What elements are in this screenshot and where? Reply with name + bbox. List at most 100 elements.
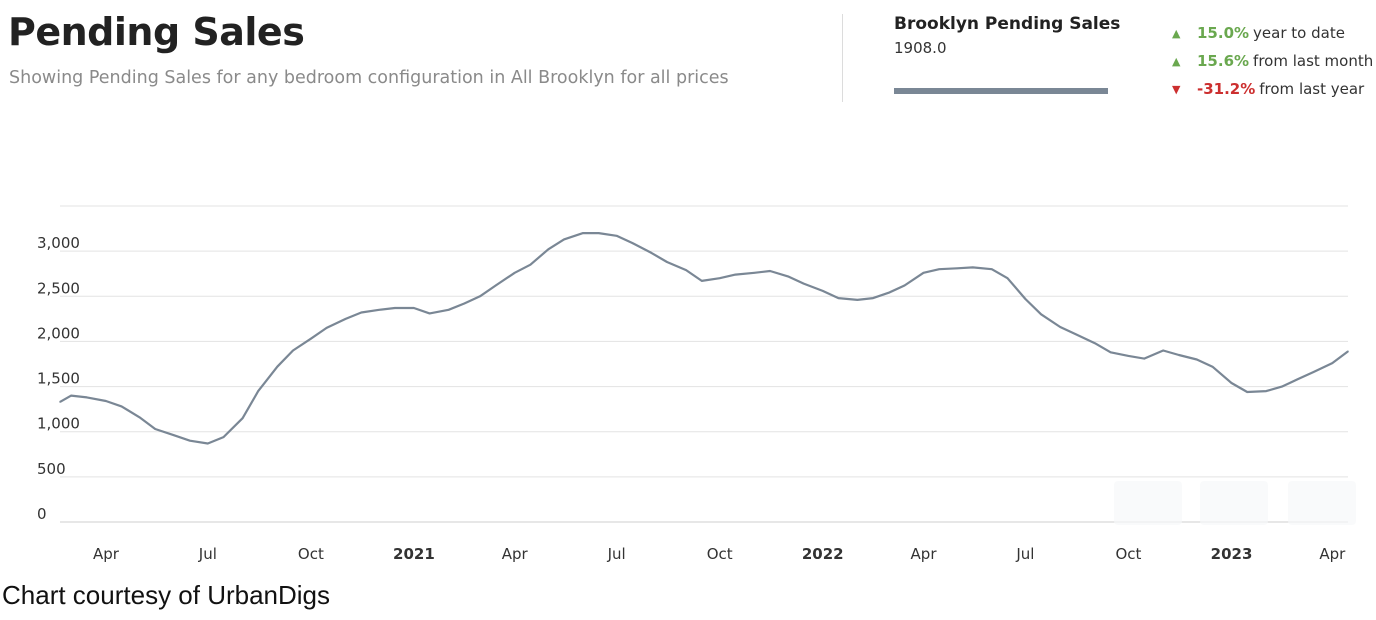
- series-current-value: 1908.0: [894, 39, 947, 57]
- data-point: [1196, 358, 1198, 361]
- data-point: [105, 400, 107, 402]
- down-arrow-icon: ▼: [1172, 82, 1181, 96]
- y-tick-label: 1,500: [37, 370, 80, 388]
- series-color-swatch[interactable]: [894, 88, 1108, 94]
- data-point: [1178, 354, 1180, 356]
- x-tick-label: Apr: [93, 545, 120, 563]
- chart-tool-button[interactable]: [1288, 481, 1356, 525]
- y-tick-label: 3,000: [37, 234, 80, 252]
- data-point: [1024, 298, 1027, 300]
- up-arrow-icon: ▲: [1172, 26, 1181, 40]
- data-point: [753, 272, 756, 274]
- data-point: [1143, 357, 1145, 360]
- y-tick-label: 2,000: [37, 324, 80, 342]
- y-tick-label: 2,500: [37, 279, 80, 297]
- data-point: [189, 439, 191, 442]
- data-point: [837, 297, 840, 299]
- chart-tool-button[interactable]: [1114, 481, 1182, 525]
- data-point: [1094, 342, 1096, 345]
- data-point: [888, 291, 890, 294]
- data-point: [494, 284, 497, 287]
- data-point: [734, 273, 737, 276]
- data-point: [1075, 333, 1077, 336]
- series-name: Brooklyn Pending Sales: [894, 14, 1121, 34]
- data-point: [922, 272, 925, 274]
- data-point: [872, 297, 874, 299]
- y-tick-label: 1,000: [37, 415, 80, 433]
- data-point: [563, 238, 565, 241]
- data-point: [154, 428, 156, 430]
- data-point: [991, 268, 993, 271]
- data-point: [1281, 385, 1283, 388]
- stat-percent: 15.6%: [1197, 52, 1250, 70]
- data-point: [972, 266, 974, 269]
- data-point: [650, 252, 653, 254]
- data-point: [615, 234, 618, 237]
- data-point: [241, 417, 244, 419]
- x-tick-label: Apr: [1319, 545, 1346, 563]
- data-point: [938, 268, 940, 271]
- x-tick-label: Apr: [502, 545, 529, 563]
- data-point: [1109, 351, 1112, 354]
- data-point: [1059, 326, 1061, 328]
- series-summary: Brooklyn Pending Sales 1908.0: [894, 14, 1121, 94]
- stat-from-last-year: ▼ -31.2% from last year: [1172, 75, 1373, 103]
- data-point: [513, 272, 516, 274]
- data-point: [1246, 391, 1248, 393]
- chart-tool-button[interactable]: [1200, 481, 1268, 525]
- data-point: [718, 277, 721, 280]
- data-point: [631, 242, 634, 244]
- data-point: [257, 390, 260, 392]
- page-title: Pending Sales: [8, 10, 305, 54]
- data-point: [276, 365, 279, 368]
- series-line: [59, 232, 1349, 445]
- data-point: [856, 299, 859, 301]
- data-point: [120, 405, 123, 408]
- data-point: [325, 327, 328, 329]
- data-point: [1265, 390, 1268, 392]
- x-tick-label: 2023: [1211, 545, 1253, 563]
- x-tick-label: Apr: [911, 545, 938, 563]
- data-point: [685, 269, 687, 271]
- data-point: [821, 290, 824, 292]
- x-tick-label: Oct: [298, 545, 324, 563]
- data-point: [700, 280, 703, 282]
- data-point: [479, 295, 481, 298]
- data-point: [769, 270, 771, 272]
- stat-label: year to date: [1253, 24, 1345, 42]
- data-point: [597, 232, 600, 234]
- data-point: [529, 263, 532, 266]
- stat-percent: -31.2%: [1197, 80, 1256, 98]
- data-point: [59, 401, 61, 403]
- data-point: [1006, 277, 1009, 280]
- x-tick-label: Jul: [1015, 545, 1034, 563]
- data-point: [378, 309, 381, 311]
- data-point: [956, 267, 958, 270]
- stat-percent: 15.0%: [1197, 24, 1250, 42]
- data-point: [222, 436, 225, 438]
- x-tick-label: 2022: [802, 545, 844, 563]
- stat-label: from last month: [1253, 52, 1374, 70]
- x-tick-label: 2021: [393, 545, 435, 563]
- x-tick-label: Oct: [1116, 545, 1142, 563]
- data-point: [292, 349, 294, 352]
- data-point: [547, 248, 550, 251]
- data-point: [463, 302, 466, 305]
- data-point: [1296, 378, 1299, 381]
- y-tick-label: 0: [37, 505, 47, 523]
- data-point: [310, 337, 312, 340]
- x-tick-label: Jul: [607, 545, 626, 563]
- data-point: [1211, 365, 1214, 368]
- stat-label: from last year: [1259, 80, 1365, 98]
- y-tick-label: 500: [37, 460, 66, 478]
- header-divider: [842, 14, 843, 102]
- data-point: [1127, 355, 1130, 357]
- data-point: [360, 311, 363, 314]
- data-point: [582, 232, 584, 234]
- data-point: [666, 261, 668, 263]
- data-point: [903, 284, 906, 287]
- data-point: [802, 282, 805, 285]
- data-point: [86, 396, 88, 399]
- data-point: [1162, 349, 1164, 352]
- data-point: [70, 394, 72, 397]
